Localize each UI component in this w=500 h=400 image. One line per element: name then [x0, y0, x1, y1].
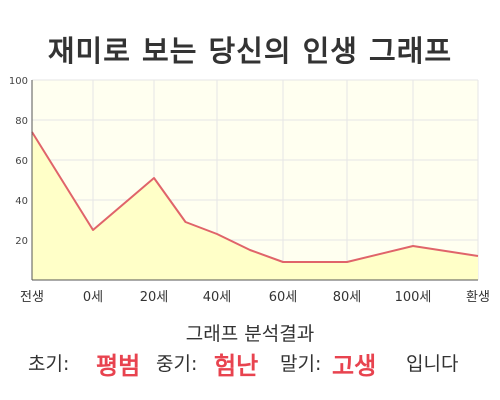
x-tick-label: 40세: [203, 290, 232, 305]
chart-title: 재미로 보는 당신의 인생 그래프: [47, 34, 453, 68]
y-tick-label: 20: [15, 236, 28, 247]
x-tick-label: 환생: [466, 290, 490, 305]
x-tick-label: 80세: [333, 290, 362, 305]
early-value: 평범: [96, 352, 141, 380]
y-tick-label: 100: [9, 76, 28, 87]
early-label: 초기:: [28, 353, 70, 375]
x-tick-label: 전생: [20, 290, 44, 305]
x-tick-label: 60세: [269, 290, 298, 305]
y-tick-label: 60: [15, 156, 28, 167]
series-area-fill: [32, 132, 478, 280]
series-line: [31, 131, 479, 263]
analysis-heading: 그래프 분석결과: [185, 323, 315, 345]
x-tick-label: 20세: [140, 290, 169, 305]
late-label: 말기:: [280, 353, 322, 375]
middle-label: 중기:: [156, 353, 198, 375]
ending-text: 입니다: [406, 353, 459, 375]
middle-value: 험난: [214, 352, 259, 380]
y-tick-label: 80: [15, 116, 28, 127]
x-tick-label: 100세: [395, 290, 432, 305]
x-tick-label: 0세: [83, 290, 103, 305]
late-value: 고생: [332, 352, 377, 380]
y-tick-label: 40: [15, 196, 28, 207]
